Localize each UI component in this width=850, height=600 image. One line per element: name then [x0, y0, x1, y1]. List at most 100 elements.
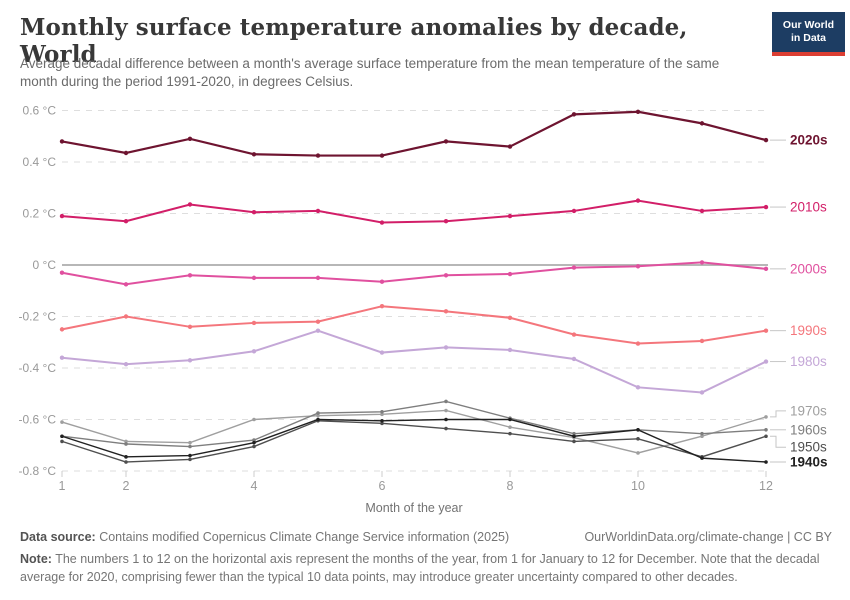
data-point-1960s — [444, 399, 448, 404]
data-point-1960s — [572, 431, 576, 436]
data-point-1940s — [124, 455, 128, 459]
data-point-1970s — [124, 439, 128, 444]
data-point-1950s — [252, 444, 256, 449]
note-text: The numbers 1 to 12 on the horizontal ax… — [20, 552, 820, 584]
series-label-1950s[interactable]: 1950s — [790, 440, 827, 455]
data-point-2020s — [763, 137, 769, 143]
y-tick-label: -0.8 °C — [19, 464, 57, 478]
data-point-1980s — [635, 385, 641, 390]
data-point-2010s — [571, 208, 577, 214]
series-label-2000s[interactable]: 2000s — [790, 261, 827, 276]
data-point-1970s — [508, 425, 512, 430]
temperature-chart: 0.6 °C 0.4 °C 0.2 °C 0 °C -0.2 °C -0.4 °C -0.6… — [19, 104, 828, 516]
series-line-2020s[interactable] — [61, 110, 767, 157]
y-tick-label: -0.6 °C — [19, 413, 57, 427]
owid-logo-line1: Our World — [782, 18, 835, 31]
series-label-1990s[interactable]: 1990s — [790, 323, 827, 338]
data-point-2020s — [699, 121, 705, 126]
data-point-1970s — [636, 451, 640, 455]
data-point-1990s — [635, 341, 641, 346]
data-point-2020s — [507, 144, 513, 149]
data-point-1980s — [763, 359, 769, 364]
data-source-label: Data source: — [20, 530, 96, 544]
data-point-1940s — [572, 434, 576, 439]
data-point-2020s — [379, 153, 385, 158]
data-point-2000s — [507, 271, 513, 277]
chart-subtitle: Average decadal difference between a mon… — [20, 56, 720, 89]
x-tick-label: 10 — [631, 479, 645, 493]
data-point-1960s — [188, 444, 192, 449]
x-tick-label: 6 — [379, 479, 386, 493]
series-line-1950s[interactable] — [61, 420, 767, 463]
y-tick-label: 0.2 °C — [23, 207, 57, 221]
data-point-2010s — [315, 208, 321, 214]
series-label-1980s[interactable]: 1980s — [790, 354, 827, 369]
data-point-1950s — [60, 439, 64, 444]
data-point-1990s — [251, 320, 257, 326]
data-point-2010s — [443, 219, 449, 224]
data-point-1960s — [700, 431, 704, 436]
data-point-1990s — [699, 338, 705, 344]
series-line-1940s[interactable] — [61, 418, 767, 463]
series-label-2020s[interactable]: 2020s — [790, 133, 828, 148]
x-tick-label: 12 — [759, 479, 773, 493]
data-point-1980s — [699, 390, 705, 395]
data-point-1990s — [763, 328, 769, 333]
series-line-1970s[interactable] — [61, 409, 767, 454]
data-point-1940s — [444, 417, 448, 422]
data-point-2000s — [123, 282, 129, 287]
data-point-1940s — [188, 453, 192, 458]
data-point-1990s — [123, 314, 129, 319]
data-point-2000s — [251, 275, 257, 281]
data-point-2000s — [187, 273, 193, 278]
y-tick-label: -0.4 °C — [19, 361, 57, 375]
owid-logo-line2: in Data — [790, 32, 826, 44]
data-point-2010s — [59, 213, 65, 219]
data-point-1980s — [187, 358, 193, 363]
data-point-1970s — [380, 412, 384, 417]
data-point-1980s — [123, 361, 129, 367]
data-point-2010s — [187, 202, 193, 207]
data-point-1980s — [507, 347, 513, 353]
footer-note: Note: The numbers 1 to 12 on the horizon… — [20, 551, 834, 587]
data-point-1990s — [379, 304, 385, 309]
series-label-1940s[interactable]: 1940s — [790, 454, 828, 469]
series-label-2010s[interactable]: 2010s — [790, 200, 827, 215]
owid-logo[interactable]: Our World in Data — [772, 12, 845, 56]
data-point-1970s — [700, 434, 704, 439]
data-point-2010s — [763, 204, 769, 210]
data-point-1990s — [187, 324, 193, 329]
series-line-2000s[interactable] — [61, 261, 767, 286]
data-source-value: Contains modified Copernicus Climate Cha… — [95, 530, 510, 544]
series-label-1960s[interactable]: 1960s — [790, 422, 827, 437]
series-line-2010s[interactable] — [61, 199, 767, 224]
data-point-1960s — [316, 411, 320, 415]
data-point-2020s — [635, 109, 641, 114]
data-point-2020s — [443, 139, 449, 144]
data-point-1990s — [59, 327, 65, 332]
attribution-link[interactable]: OurWorldinData.org/climate-change | CC B… — [584, 530, 832, 544]
data-point-2000s — [763, 266, 769, 272]
note-label: Note: — [20, 552, 52, 566]
data-point-1990s — [571, 332, 577, 337]
data-point-1980s — [315, 328, 321, 333]
series-label-1970s[interactable]: 1970s — [790, 403, 827, 418]
y-tick-label: 0.6 °C — [23, 104, 57, 118]
y-tick-label: 0.4 °C — [23, 155, 57, 169]
data-point-1940s — [252, 440, 256, 445]
data-point-1980s — [59, 355, 65, 360]
data-point-2010s — [635, 198, 641, 203]
data-point-2000s — [699, 260, 705, 265]
data-point-1970s — [316, 413, 320, 418]
series-line-1990s[interactable] — [61, 305, 767, 345]
data-point-1960s — [124, 442, 128, 446]
x-tick-label: 1 — [59, 479, 66, 493]
data-point-1960s — [380, 409, 384, 414]
data-point-1980s — [379, 350, 385, 355]
data-point-1980s — [443, 345, 449, 350]
page-title: Monthly surface temperature anomalies by… — [20, 14, 688, 68]
data-point-1950s — [764, 434, 768, 439]
series-line-1980s[interactable] — [61, 329, 767, 394]
series-line-1960s[interactable] — [61, 400, 767, 448]
